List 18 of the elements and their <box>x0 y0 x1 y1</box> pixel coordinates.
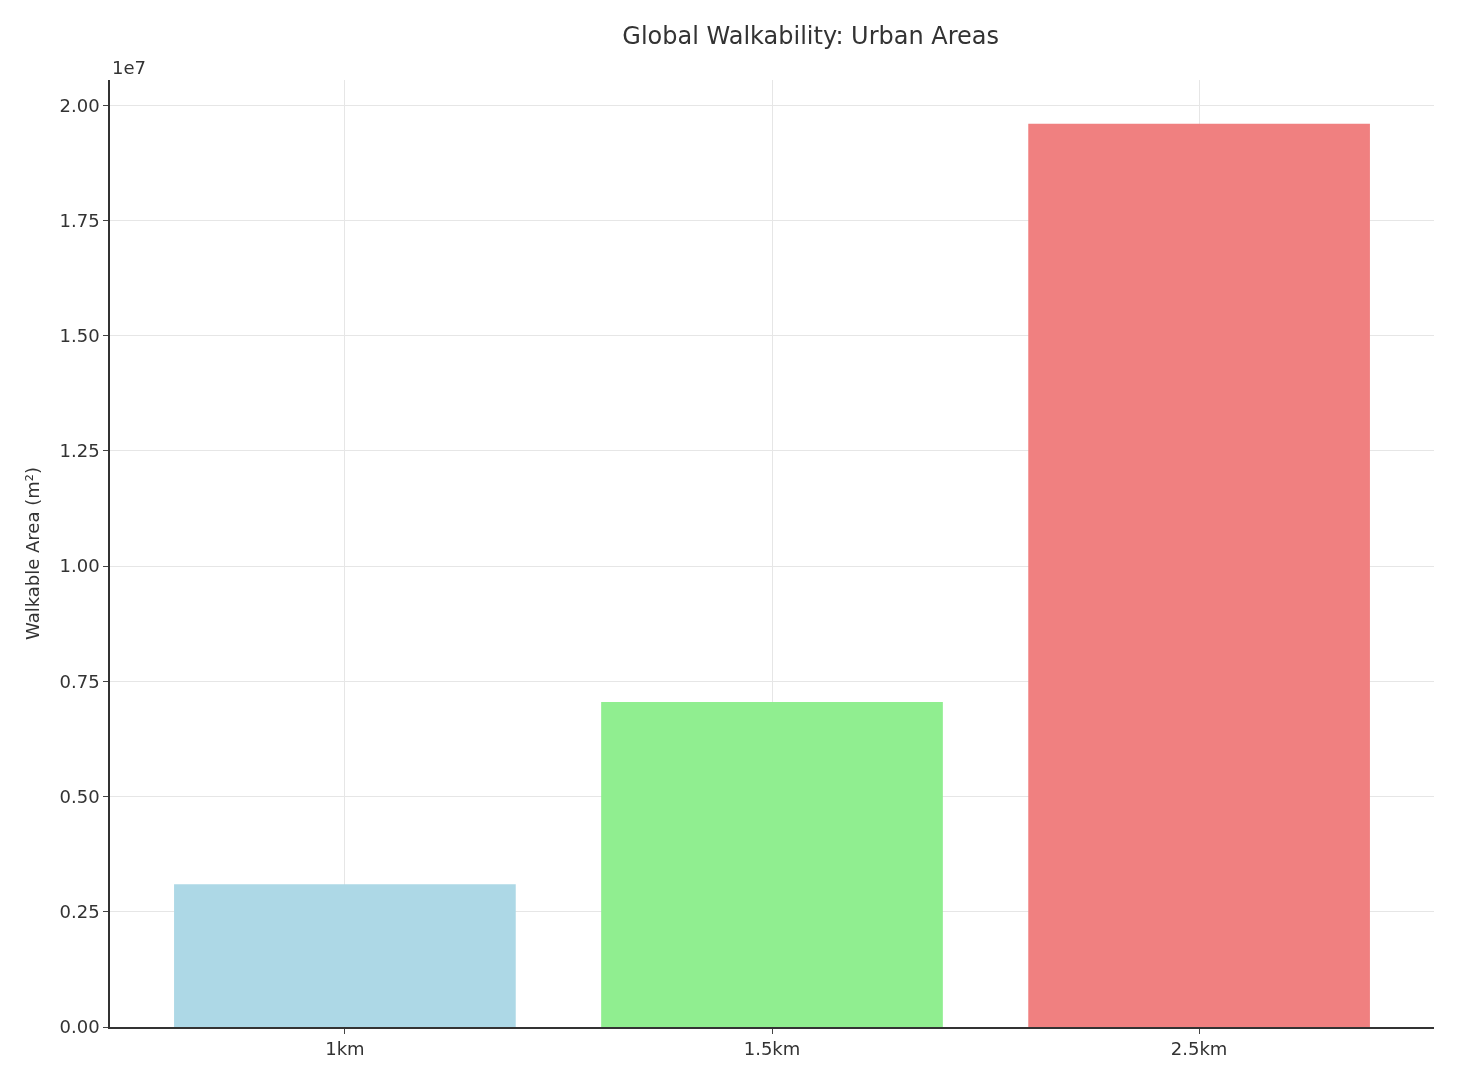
y-tick-label: 2.00 <box>59 94 100 116</box>
x-tick-label: 2.5km <box>1170 1038 1228 1060</box>
y-tick-label: 1.50 <box>59 325 100 347</box>
y-tick-label: 1.00 <box>59 555 100 577</box>
bar <box>1028 123 1370 1027</box>
y-tick-label: 0.00 <box>59 1016 100 1038</box>
x-tick-label: 1.5km <box>743 1038 801 1060</box>
y-tick-label: 1.75 <box>59 209 100 231</box>
bar <box>601 702 943 1027</box>
chart-title: Global Walkability: Urban Areas <box>622 21 1000 50</box>
y-tick-label: 1.25 <box>59 440 100 462</box>
x-tick-label: 1km <box>325 1038 365 1060</box>
y-tick-label: 0.75 <box>59 670 100 692</box>
text: 1e7 <box>112 57 146 78</box>
y-tick-label: 0.25 <box>59 901 100 923</box>
bar <box>174 884 516 1027</box>
y-axis-title: Walkable Area (m²) <box>22 467 44 640</box>
y-tick-label: 0.50 <box>59 785 100 807</box>
